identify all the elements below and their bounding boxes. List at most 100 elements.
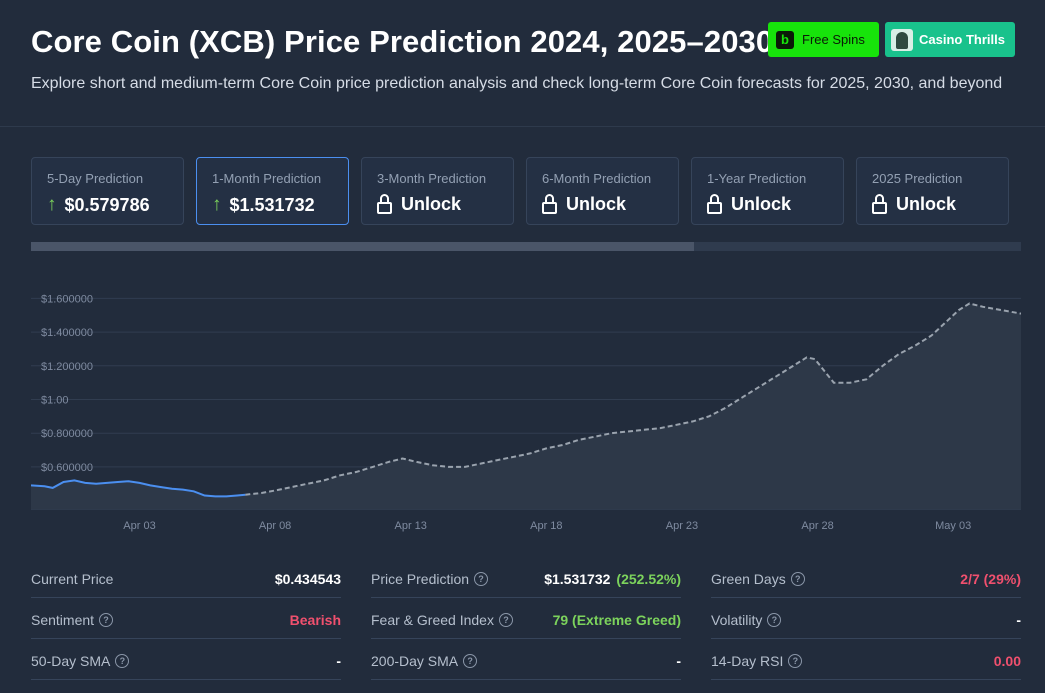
lock-icon: [872, 193, 887, 214]
x-tick-label: Apr 28: [801, 520, 833, 532]
tab-1-month-prediction[interactable]: 1-Month Prediction ↑ $1.531732: [196, 157, 349, 225]
stat-value-wrap: -: [1016, 612, 1021, 628]
stat-label-wrap: Fear & Greed Index?: [371, 612, 513, 628]
stat-value-wrap: 2/7 (29%): [960, 571, 1021, 587]
help-icon[interactable]: ?: [767, 613, 782, 627]
stat-value-wrap: 0.00: [994, 653, 1021, 669]
y-tick-label: $1.400000: [41, 327, 93, 339]
stat-label-wrap: Sentiment?: [31, 612, 114, 628]
help-icon[interactable]: ?: [474, 572, 489, 586]
help-icon[interactable]: ?: [463, 654, 478, 668]
casino-logo-icon: b: [776, 30, 794, 49]
free-spins-label: Free Spins: [802, 32, 865, 47]
help-icon[interactable]: ?: [498, 613, 513, 627]
help-icon[interactable]: ?: [790, 572, 805, 586]
stat-label: Price Prediction: [371, 571, 470, 587]
stat-label-wrap: Green Days?: [711, 571, 805, 587]
stat-200-day-sma: 200-Day SMA? -: [371, 640, 681, 680]
tab-value-row: Unlock: [377, 193, 462, 215]
stat-label: 200-Day SMA: [371, 653, 459, 669]
stat-label: Green Days: [711, 571, 786, 587]
y-tick-label: $1.200000: [41, 361, 93, 373]
stat-value: 79 (Extreme Greed): [552, 612, 681, 628]
stat-label-wrap: 50-Day SMA?: [31, 653, 130, 669]
x-tick-label: Apr 13: [395, 520, 427, 532]
stat-value-wrap: -: [676, 653, 681, 669]
x-tick-label: Apr 08: [259, 520, 291, 532]
tab-value: Unlock: [731, 194, 792, 214]
help-icon[interactable]: ?: [788, 654, 803, 668]
arrow-up-icon: ↑: [212, 194, 222, 215]
casino-thrills-button[interactable]: Casino Thrills: [885, 22, 1015, 57]
tab-value-row: Unlock: [872, 193, 957, 215]
tab-6-month-prediction[interactable]: 6-Month Prediction Unlock: [526, 157, 679, 225]
stat-value: -: [336, 653, 341, 669]
y-tick-label: $1.00: [41, 395, 69, 407]
stat-label-wrap: Current Price: [31, 571, 113, 587]
stat-label-wrap: Price Prediction?: [371, 571, 489, 587]
tab-label: 1-Year Prediction: [707, 171, 807, 186]
scrollbar-thumb[interactable]: [31, 242, 695, 251]
stat-50-day-sma: 50-Day SMA? -: [31, 640, 341, 680]
tabs-scrollbar[interactable]: [31, 242, 1021, 251]
avatar-icon: [891, 28, 913, 51]
arrow-up-icon: ↑: [47, 194, 57, 215]
y-tick-label: $0.800000: [41, 428, 93, 440]
tab-value-row: ↑ $0.579786: [47, 194, 150, 216]
stat-value-wrap: Bearish: [290, 612, 341, 628]
tab-1-year-prediction[interactable]: 1-Year Prediction Unlock: [691, 157, 844, 225]
tab-2025-prediction[interactable]: 2025 Prediction Unlock: [856, 157, 1009, 225]
tab-3-month-prediction[interactable]: 3-Month Prediction Unlock: [361, 157, 514, 225]
tab-value-row: Unlock: [707, 193, 792, 215]
price-line: [31, 479, 246, 498]
stat-current-price: Current Price $0.434543: [31, 558, 341, 598]
stat-value: Bearish: [289, 612, 341, 628]
tab-value-row: Unlock: [542, 193, 627, 215]
stat-14-day-rsi: 14-Day RSI? 0.00: [711, 640, 1021, 680]
page-subtitle: Explore short and medium-term Core Coin …: [31, 75, 1003, 92]
stat-fear-greed-index: Fear & Greed Index? 79 (Extreme Greed): [371, 599, 681, 639]
stat-value-wrap: $1.531732 (252.52%): [544, 571, 681, 587]
area-fill: [31, 303, 1021, 509]
tab-value: $0.579786: [64, 194, 150, 215]
lock-icon: [542, 193, 557, 214]
x-tick-label: Apr 03: [123, 520, 155, 532]
y-tick-label: $0.600000: [41, 462, 93, 474]
stat-value: 2/7 (29%): [960, 571, 1021, 587]
stat-value: -: [676, 653, 681, 669]
tab-label: 1-Month Prediction: [212, 171, 322, 186]
stat-label: Volatility: [711, 612, 763, 628]
stat-value-wrap: 79 (Extreme Greed): [553, 612, 681, 628]
tab-value: Unlock: [566, 194, 627, 214]
stat-value: $1.531732: [544, 571, 611, 587]
help-icon[interactable]: ?: [115, 654, 130, 668]
stat-value-wrap: $0.434543: [275, 571, 341, 587]
stat-value: -: [1016, 612, 1021, 628]
stat-price-prediction: Price Prediction? $1.531732 (252.52%): [371, 558, 681, 598]
stat-sentiment: Sentiment? Bearish: [31, 599, 341, 639]
stat-green-days: Green Days? 2/7 (29%): [711, 558, 1021, 598]
casino-thrills-label: Casino Thrills: [919, 32, 1005, 47]
free-spins-button[interactable]: b Free Spins: [768, 22, 879, 57]
stat-label: Sentiment: [31, 612, 95, 628]
stat-label: 14-Day RSI: [711, 653, 784, 669]
tab-label: 3-Month Prediction: [377, 171, 487, 186]
tab-value: $1.531732: [229, 194, 315, 215]
x-tick-label: May 03: [935, 520, 971, 532]
stat-label-wrap: Volatility?: [711, 612, 782, 628]
stat-volatility: Volatility? -: [711, 599, 1021, 639]
tab-value: Unlock: [401, 194, 462, 214]
x-tick-label: Apr 23: [666, 520, 698, 532]
forecast-line: [245, 302, 1021, 496]
lock-icon: [707, 193, 722, 214]
tab-label: 2025 Prediction: [872, 171, 963, 186]
stat-label-wrap: 14-Day RSI?: [711, 653, 803, 669]
lock-icon: [377, 193, 392, 214]
help-icon[interactable]: ?: [99, 613, 114, 627]
tab-5-day-prediction[interactable]: 5-Day Prediction ↑ $0.579786: [31, 157, 184, 225]
stat-label: 50-Day SMA: [31, 653, 111, 669]
y-tick-label: $1.600000: [41, 293, 93, 305]
stat-percent: (252.52%): [616, 571, 681, 587]
x-tick-label: Apr 18: [530, 520, 562, 532]
tab-value: Unlock: [896, 194, 957, 214]
